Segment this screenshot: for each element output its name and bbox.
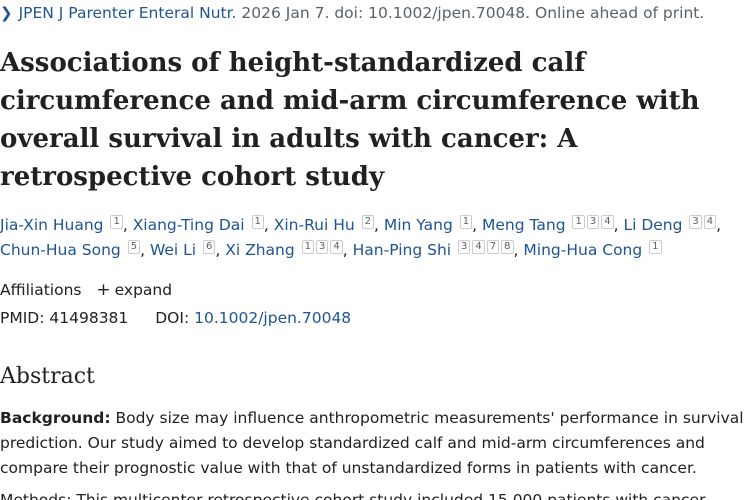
affiliation-number[interactable]: 1 — [459, 215, 473, 229]
affiliation-number[interactable]: 1 — [251, 215, 264, 229]
affiliation-number[interactable]: 1 — [572, 215, 585, 229]
author-link[interactable]: Chun-Hua Song — [0, 241, 121, 259]
affiliation-number[interactable]: 3 — [458, 240, 471, 254]
author-link[interactable]: Xi Zhang — [225, 241, 295, 259]
author-link[interactable]: Li Deng — [623, 216, 683, 234]
author-link[interactable]: Meng Tang — [481, 216, 566, 234]
author-link[interactable]: Min Yang — [383, 216, 453, 234]
affiliation-number[interactable]: 7 — [486, 240, 500, 254]
doi-label: DOI: — [155, 309, 190, 327]
expand-affiliations-button[interactable]: + expand — [96, 280, 173, 300]
affiliation-number[interactable]: 8 — [501, 240, 514, 254]
author-link[interactable]: Ming-Hua Cong — [523, 241, 643, 259]
author-separator: , — [613, 216, 624, 234]
author-link[interactable]: Xiang-Ting Dai — [132, 216, 245, 234]
author-link[interactable]: Wei Li — [149, 241, 197, 259]
affiliation-number[interactable]: 5 — [127, 240, 141, 254]
affiliation-number[interactable]: 4 — [703, 215, 717, 229]
author-separator: , — [472, 216, 482, 234]
abstract-heading: Abstract — [0, 364, 95, 389]
pmid-value: 41498381 — [49, 309, 129, 327]
abstract-background: Background: Body size may influence anth… — [0, 406, 748, 481]
abstract-methods-partial: Methods: This multicenter retrospective … — [0, 491, 709, 500]
affiliations-row: Affiliations + expand — [0, 280, 172, 300]
expand-label: expand — [114, 281, 173, 299]
doi-link[interactable]: 10.1002/jpen.70048 — [194, 309, 352, 327]
affiliations-label: Affiliations — [0, 281, 82, 299]
author-link[interactable]: Han-Ping Shi — [352, 241, 452, 259]
affiliation-number[interactable]: 3 — [586, 215, 600, 229]
author-separator: , — [140, 241, 150, 259]
journal-link[interactable]: JPEN J Parenter Enteral Nutr. — [18, 4, 237, 22]
affiliation-number[interactable]: 1 — [649, 240, 662, 254]
author-separator: , — [716, 216, 722, 234]
affiliation-number[interactable]: 1 — [110, 215, 123, 229]
pmid-label: PMID: — [0, 309, 45, 327]
identifier-row: PMID: 41498381 DOI: 10.1002/jpen.70048 — [0, 308, 351, 328]
affiliation-number[interactable]: 3 — [689, 215, 702, 229]
author-list: Jia-Xin Huang 1, Xiang-Ting Dai 1, Xin-R… — [0, 213, 750, 263]
author-link[interactable]: Jia-Xin Huang — [0, 216, 104, 234]
author-separator: , — [263, 216, 274, 234]
author-separator: , — [342, 241, 353, 259]
chevron-right-icon[interactable]: ❯ — [0, 4, 13, 22]
author-separator: , — [374, 216, 384, 234]
affiliation-number[interactable]: 4 — [601, 215, 614, 229]
author-link[interactable]: Xin-Rui Hu — [273, 216, 355, 234]
background-label: Background: — [0, 409, 111, 427]
background-text: Body size may influence anthropometric m… — [0, 409, 744, 477]
affiliation-number[interactable]: 2 — [361, 215, 375, 229]
author-separator: , — [513, 241, 524, 259]
citation-line: ❯ JPEN J Parenter Enteral Nutr. 2026 Jan … — [0, 3, 750, 23]
author-separator: , — [122, 216, 133, 234]
article-title: Associations of height‐standardized calf… — [0, 48, 700, 192]
affiliation-number[interactable]: 3 — [316, 240, 329, 254]
author-separator: , — [215, 241, 226, 259]
citation-details: 2026 Jan 7. doi: 10.1002/jpen.70048. Onl… — [241, 4, 705, 22]
affiliation-number[interactable]: 6 — [203, 240, 216, 254]
affiliation-number[interactable]: 4 — [472, 240, 485, 254]
affiliation-number[interactable]: 4 — [330, 240, 343, 254]
affiliation-number[interactable]: 1 — [301, 240, 315, 254]
plus-icon: + — [96, 280, 111, 300]
